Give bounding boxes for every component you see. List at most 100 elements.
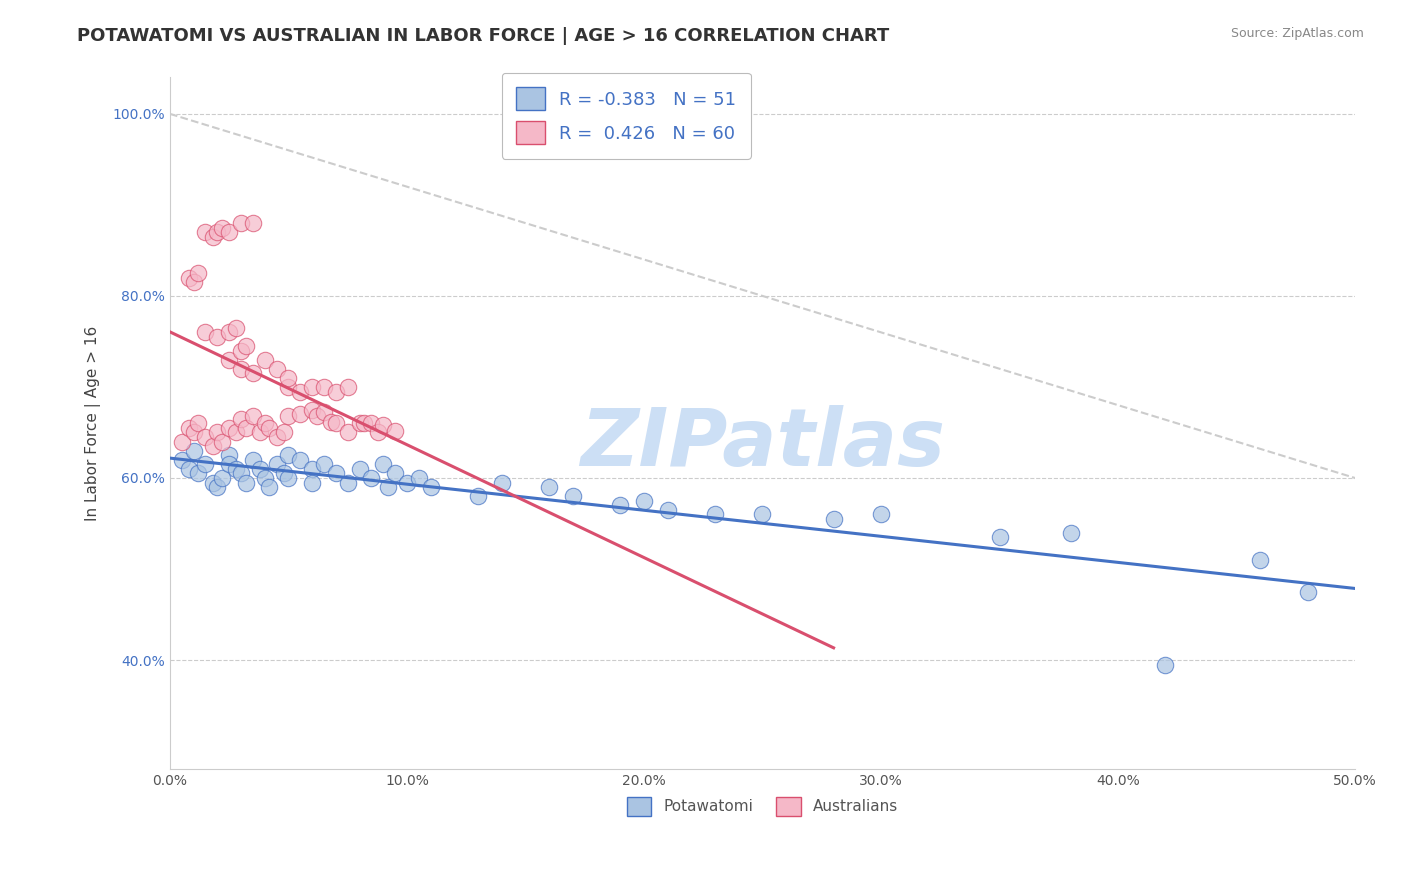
Point — [266, 430, 288, 444]
Point — [183, 425, 205, 440]
Point — [988, 530, 1011, 544]
Point — [218, 225, 240, 239]
Point — [273, 425, 295, 440]
Point — [633, 493, 655, 508]
Point — [225, 425, 247, 440]
Point — [360, 417, 382, 431]
Point — [538, 480, 561, 494]
Point — [194, 326, 217, 340]
Point — [277, 371, 299, 385]
Point — [194, 430, 217, 444]
Point — [373, 418, 395, 433]
Point — [312, 458, 335, 472]
Point — [319, 415, 342, 429]
Point — [242, 367, 264, 381]
Point — [211, 471, 233, 485]
Point — [218, 448, 240, 462]
Point — [325, 467, 347, 481]
Point — [273, 467, 295, 481]
Point — [259, 421, 281, 435]
Point — [187, 417, 209, 431]
Point — [207, 425, 229, 440]
Point — [183, 275, 205, 289]
Point — [253, 352, 276, 367]
Point — [312, 405, 335, 419]
Point — [336, 425, 359, 440]
Point — [253, 471, 276, 485]
Point — [395, 475, 418, 490]
Point — [823, 512, 845, 526]
Point — [266, 361, 288, 376]
Point — [277, 471, 299, 485]
Point — [211, 434, 233, 449]
Point — [1059, 525, 1081, 540]
Point — [408, 471, 430, 485]
Point — [360, 471, 382, 485]
Point — [253, 417, 276, 431]
Point — [177, 421, 200, 435]
Point — [259, 480, 281, 494]
Point — [419, 480, 441, 494]
Point — [207, 330, 229, 344]
Point — [229, 467, 252, 481]
Point — [384, 424, 406, 438]
Point — [301, 380, 323, 394]
Point — [301, 475, 323, 490]
Point — [277, 448, 299, 462]
Text: Source: ZipAtlas.com: Source: ZipAtlas.com — [1230, 27, 1364, 40]
Point — [325, 417, 347, 431]
Point — [1296, 584, 1319, 599]
Point — [325, 384, 347, 399]
Point — [207, 480, 229, 494]
Point — [349, 462, 371, 476]
Point — [229, 343, 252, 358]
Point — [373, 458, 395, 472]
Point — [367, 425, 389, 440]
Point — [609, 498, 631, 512]
Point — [242, 216, 264, 230]
Text: ZIPatlas: ZIPatlas — [581, 405, 945, 483]
Point — [218, 421, 240, 435]
Point — [312, 380, 335, 394]
Legend: Potawatomi, Australians: Potawatomi, Australians — [619, 789, 905, 824]
Point — [336, 380, 359, 394]
Point — [201, 229, 224, 244]
Point — [170, 434, 193, 449]
Point — [211, 220, 233, 235]
Point — [201, 439, 224, 453]
Point — [242, 452, 264, 467]
Point — [301, 462, 323, 476]
Point — [235, 339, 257, 353]
Point — [467, 489, 489, 503]
Point — [290, 452, 312, 467]
Point — [218, 458, 240, 472]
Point — [177, 270, 200, 285]
Point — [218, 326, 240, 340]
Point — [870, 508, 893, 522]
Point — [491, 475, 513, 490]
Point — [194, 458, 217, 472]
Point — [177, 462, 200, 476]
Point — [751, 508, 773, 522]
Point — [201, 475, 224, 490]
Point — [377, 480, 399, 494]
Point — [183, 443, 205, 458]
Point — [305, 409, 328, 423]
Point — [384, 467, 406, 481]
Point — [657, 503, 679, 517]
Point — [1154, 657, 1177, 672]
Point — [225, 320, 247, 334]
Point — [229, 361, 252, 376]
Point — [561, 489, 583, 503]
Point — [249, 462, 271, 476]
Point — [704, 508, 727, 522]
Point — [301, 402, 323, 417]
Point — [277, 380, 299, 394]
Point — [266, 458, 288, 472]
Point — [187, 467, 209, 481]
Point — [218, 352, 240, 367]
Point — [349, 417, 371, 431]
Point — [235, 421, 257, 435]
Point — [170, 452, 193, 467]
Point — [249, 425, 271, 440]
